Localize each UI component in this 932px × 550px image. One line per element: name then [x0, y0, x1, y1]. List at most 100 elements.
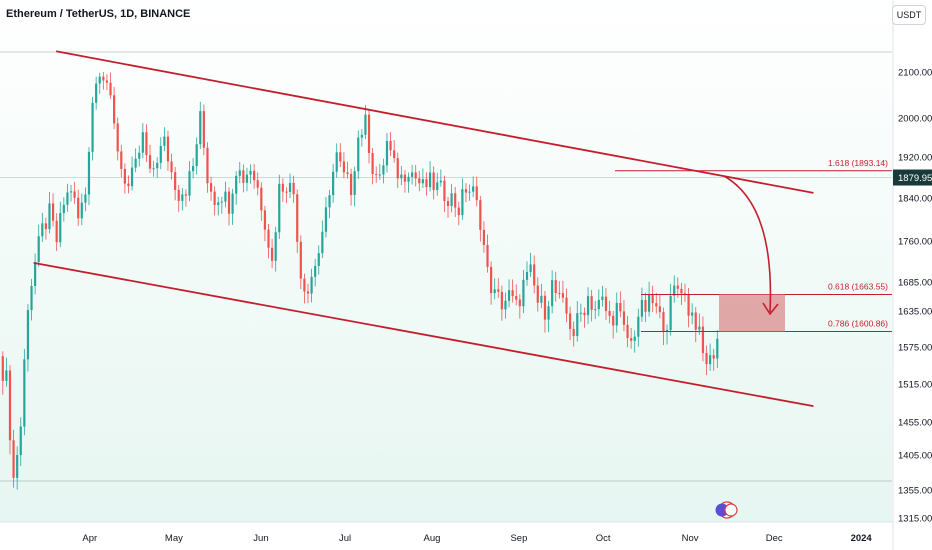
candle-body	[177, 189, 180, 201]
candle-body	[385, 140, 389, 166]
candle-body	[597, 299, 600, 310]
fib-level-label: 0.618 (1663.55)	[828, 281, 888, 291]
candle-body	[335, 152, 338, 172]
candle-body	[389, 140, 392, 151]
candle-body	[30, 285, 33, 311]
candle-body	[1, 356, 4, 381]
candle-body	[145, 132, 148, 156]
candle-body	[242, 170, 245, 183]
y-tick-label: 1355.00	[898, 486, 932, 497]
candle-body	[353, 171, 356, 196]
candle-body	[687, 293, 690, 316]
candle-body	[371, 153, 374, 175]
candle-body	[378, 174, 381, 176]
candle-body	[217, 202, 220, 205]
candle-body	[48, 203, 51, 230]
candle-body	[522, 279, 525, 307]
candle-body	[12, 440, 15, 478]
candle-body	[479, 200, 482, 230]
candle-body	[450, 193, 453, 207]
candle-body	[457, 207, 460, 216]
candle-body	[152, 168, 155, 170]
candle-body	[109, 82, 112, 96]
candle-body	[19, 426, 22, 456]
candle-body	[184, 194, 188, 196]
candle-body	[712, 355, 715, 359]
target-zone	[719, 294, 785, 332]
candle-body	[138, 152, 141, 159]
candle-body	[141, 132, 144, 153]
candle-body	[91, 102, 94, 152]
candle-body	[44, 223, 47, 230]
candle-body	[421, 179, 424, 184]
x-tick-label: Oct	[596, 533, 611, 544]
candle-body	[231, 193, 234, 214]
event-icon-dot	[715, 503, 729, 517]
candle-body	[525, 271, 529, 280]
candle-body	[633, 336, 636, 341]
candle-body	[66, 192, 69, 205]
y-tick-label: 2100.00	[898, 68, 932, 79]
candle-body	[116, 123, 119, 152]
chart-title: Ethereum / TetherUS, 1D, BINANCE	[6, 8, 191, 20]
candle-body	[630, 338, 633, 341]
candle-body	[367, 114, 371, 154]
candle-body	[683, 293, 687, 295]
candle-body	[156, 162, 159, 169]
candle-body	[306, 291, 310, 294]
currency-unit-button[interactable]: USDT	[892, 5, 926, 25]
candle-body	[393, 150, 396, 159]
x-tick-label: Aug	[424, 533, 441, 544]
candle-body	[673, 285, 676, 296]
candle-body	[332, 171, 335, 196]
candle-body	[213, 191, 216, 205]
candle-body	[256, 180, 259, 188]
candle-body	[174, 172, 177, 190]
candle-body	[647, 294, 651, 312]
candle-body	[464, 189, 468, 193]
candle-body	[95, 83, 98, 103]
candle-body	[418, 178, 421, 184]
candle-body	[507, 290, 511, 301]
x-tick-label: May	[165, 533, 183, 544]
candle-body	[428, 172, 432, 188]
candle-body	[637, 316, 640, 337]
candle-body	[105, 80, 109, 83]
x-tick-label: 2024	[851, 533, 873, 544]
candle-body	[59, 213, 62, 243]
candle-body	[87, 151, 91, 195]
candle-body	[224, 191, 227, 202]
candle-body	[23, 359, 26, 427]
candle-body	[314, 265, 317, 277]
candle-body	[662, 312, 665, 332]
candle-body	[400, 174, 403, 179]
candle-body	[411, 172, 414, 177]
candle-body	[446, 201, 450, 207]
plot-background	[0, 0, 892, 522]
candle-body	[263, 210, 267, 230]
candle-body	[407, 176, 410, 182]
candle-body	[701, 326, 705, 354]
candle-body	[655, 303, 658, 307]
y-tick-label: 1920.00	[898, 153, 932, 164]
candle-body	[615, 302, 618, 326]
candle-body	[608, 310, 611, 316]
candle-body	[346, 172, 349, 174]
y-tick-label: 1760.00	[898, 237, 932, 248]
x-tick-label: Nov	[682, 533, 699, 544]
candle-body	[34, 262, 37, 286]
candle-body	[543, 295, 547, 320]
candle-body	[170, 161, 173, 173]
candle-body	[547, 306, 550, 320]
upper-trendline	[55, 50, 814, 194]
candle-body	[443, 180, 446, 202]
candle-body	[454, 193, 457, 208]
candle-body	[676, 285, 679, 289]
candle-body	[583, 312, 586, 316]
candle-body	[69, 191, 73, 193]
candle-body	[123, 168, 126, 184]
candle-body	[640, 300, 644, 317]
current-price-label-bg	[893, 169, 932, 186]
candle-body	[619, 302, 622, 312]
